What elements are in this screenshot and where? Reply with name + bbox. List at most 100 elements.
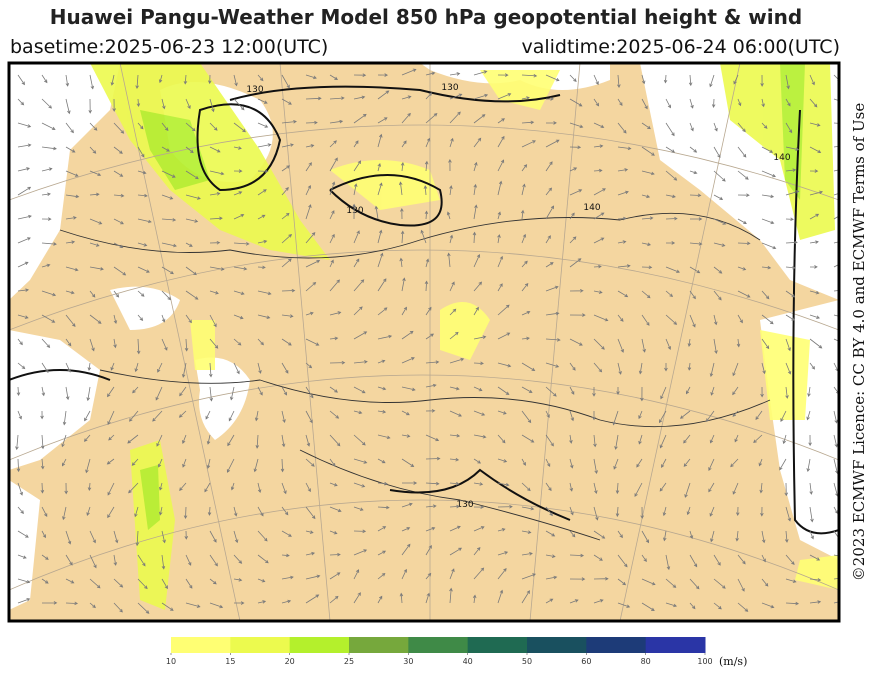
wind-arrow [377, 409, 387, 414]
colorbar-unit: (m/s) [719, 655, 747, 668]
wind-arrow [377, 550, 387, 556]
wind-arrow [497, 568, 507, 580]
borders [59, 212, 771, 541]
wind-arrow [785, 168, 797, 172]
wind-arrow [209, 602, 224, 609]
wind-arrow [760, 74, 764, 87]
wind-arrow [402, 481, 418, 485]
wind-arrow [41, 167, 53, 172]
wind-arrow [305, 311, 314, 316]
wind-arrow [89, 530, 96, 544]
wind-arrow [161, 266, 174, 275]
licence: ©2023 ECMWF Licence: CC BY 4.0 and ECMWF… [850, 103, 868, 582]
wind-arrow [665, 170, 678, 181]
wind-arrow [229, 386, 235, 401]
wind-arrow [713, 578, 726, 589]
wind-arrow [230, 482, 235, 491]
wind-arrow [377, 307, 388, 316]
wind-arrow [732, 482, 739, 495]
wind-arrow [497, 304, 510, 316]
wind-arrow [689, 554, 698, 568]
wind-arrow [107, 506, 115, 519]
wind-arrow [473, 482, 484, 486]
wind-arrow [233, 242, 250, 246]
contours [9, 85, 839, 535]
wind-arrow [449, 568, 455, 580]
wind-arrow [329, 386, 338, 393]
colorbar-tick-label: 30 [403, 657, 413, 666]
wind-arrow [185, 218, 199, 223]
wind-arrow [157, 362, 163, 373]
wind-arrow [208, 362, 213, 378]
wind-arrow [108, 434, 115, 441]
wind-arrow [785, 506, 792, 522]
wind-arrow [593, 264, 602, 269]
wind-arrow [472, 231, 477, 244]
colorbar-swatch [527, 637, 587, 653]
wind-arrow [209, 338, 219, 349]
wind-arrow [569, 482, 573, 492]
wind-arrow [424, 160, 429, 172]
wind-arrow [760, 386, 764, 398]
wind-arrow [833, 98, 839, 102]
wind-arrow [569, 212, 575, 220]
wind-arrow [377, 595, 383, 604]
wind-arrow [713, 218, 727, 225]
wind-arrow [593, 506, 599, 521]
wind-arrow [65, 386, 70, 401]
wind-arrow [785, 122, 793, 134]
wind-arrow [708, 458, 715, 471]
wind-arrow [737, 146, 747, 158]
wind-arrow [689, 146, 698, 153]
wind-arrow [617, 216, 627, 221]
wind-arrow [185, 266, 197, 276]
wind-arrow [659, 434, 667, 449]
wind-arrow [425, 113, 438, 124]
wind-arrow [641, 530, 650, 544]
wind-arrow [706, 410, 715, 422]
wind-arrow [713, 314, 718, 326]
wind-arrow [449, 72, 461, 76]
wind-arrow [569, 362, 576, 371]
wind-arrow [733, 74, 739, 85]
wind-arrow [65, 362, 71, 373]
wind-arrow [41, 362, 49, 373]
colorbar: 10 15 20 25 30 40 50 60 80 100 (m/s) [166, 637, 747, 668]
wind-arrow [65, 216, 77, 220]
wind-arrow [545, 575, 558, 580]
wind-arrow [420, 229, 427, 244]
wind-arrow [807, 386, 811, 398]
wind-arrow [472, 594, 477, 604]
wind-arrow [665, 98, 671, 109]
wind-arrow [449, 386, 460, 391]
wind-arrow [353, 113, 367, 124]
wind-arrow [329, 552, 341, 557]
wind-arrow [521, 552, 533, 556]
wind-arrow [473, 161, 478, 172]
wind-arrow [785, 386, 789, 399]
wind-arrow [473, 114, 486, 124]
wind-arrow [281, 74, 290, 89]
wind-arrow [137, 602, 150, 614]
wind-arrow [179, 482, 187, 491]
wind-arrow [89, 578, 101, 589]
wind-arrow [137, 193, 148, 198]
wind-arrow [353, 73, 367, 77]
wind-arrow [127, 434, 139, 444]
wind-arrow [780, 410, 787, 422]
wind-arrow [353, 434, 366, 446]
wind-arrow [708, 482, 715, 493]
wind-arrow [569, 386, 575, 395]
wind-arrow [785, 146, 800, 151]
wind-arrow [41, 578, 49, 584]
wind-arrow [401, 357, 415, 364]
wind-arrow [593, 212, 605, 220]
wind-arrow [423, 185, 428, 196]
wind-arrow [161, 554, 166, 570]
wind-arrow [809, 482, 813, 495]
wind-arrow [329, 410, 340, 419]
wind-arrow [207, 506, 212, 516]
wind-arrow [89, 314, 102, 324]
wind-arrow [593, 599, 604, 604]
